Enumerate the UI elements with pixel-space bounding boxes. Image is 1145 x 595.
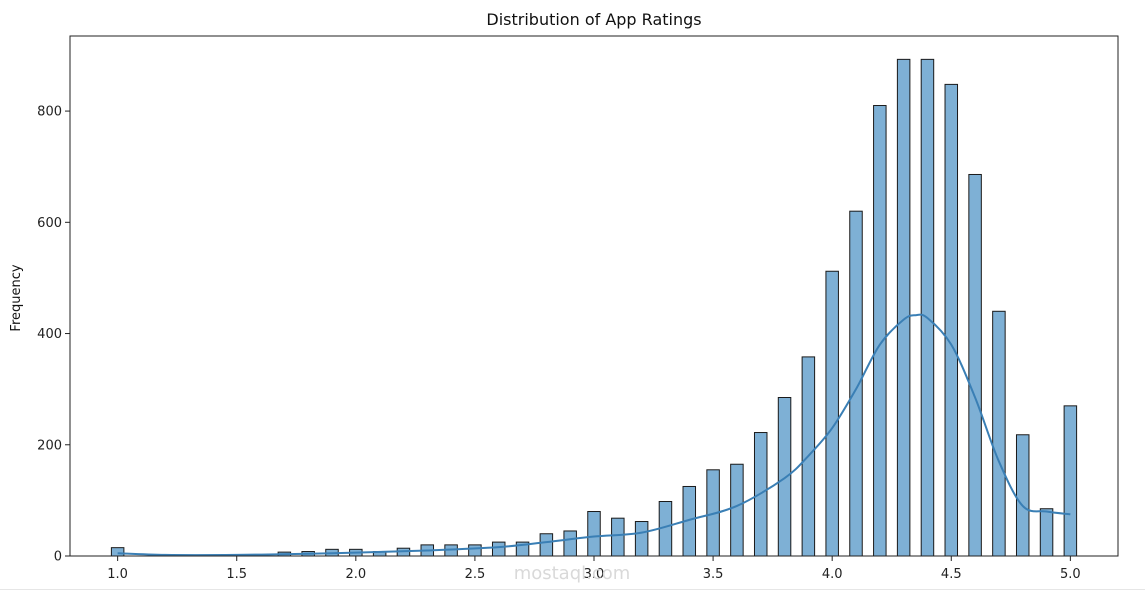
bottom-divider [0, 589, 1145, 590]
histogram-bar [491, 541, 506, 557]
histogram-bar [110, 547, 125, 557]
histogram-bar [825, 270, 839, 557]
histogram-bar [896, 58, 911, 557]
histogram-bar [539, 533, 554, 557]
y-axis-label: Frequency [9, 264, 24, 331]
y-tick-label: 400 [37, 327, 62, 342]
x-tick-label: 1.0 [107, 567, 128, 582]
x-tick-label: 2.0 [345, 567, 366, 582]
histogram-bar [849, 210, 863, 557]
watermark: mostaql.com [514, 563, 631, 584]
y-tick-label: 600 [37, 216, 62, 231]
kde-curve [117, 313, 1071, 557]
x-axis-ticks: 1.0 1.5 2.0 2.5 3.0 3.5 4.0 4.5 5.0 [107, 556, 1081, 582]
histogram-bar [1015, 434, 1030, 557]
histogram-bar [968, 173, 982, 557]
y-tick-label: 800 [37, 105, 62, 120]
y-axis-ticks: 0 200 400 600 800 [37, 105, 70, 565]
histogram-bar [992, 310, 1006, 557]
plot-frame [69, 35, 1119, 557]
x-tick-label: 4.0 [822, 567, 843, 582]
histogram-bar [944, 83, 959, 557]
histogram-bar [1063, 405, 1078, 557]
histogram-bar [920, 58, 935, 557]
y-tick-label: 0 [54, 550, 62, 565]
x-tick-label: 4.5 [941, 567, 962, 582]
histogram-bar [1039, 508, 1054, 557]
histogram-bar [587, 511, 601, 557]
x-tick-label: 5.0 [1060, 567, 1081, 582]
x-tick-label: 1.5 [226, 567, 247, 582]
histogram-bar [777, 397, 792, 557]
x-tick-label: 2.5 [465, 567, 486, 582]
histogram-bar [611, 517, 625, 557]
histogram-bars [110, 58, 1078, 557]
histogram-bar [563, 530, 577, 557]
histogram-bar [634, 521, 649, 557]
x-tick-label: 3.0 [584, 567, 605, 582]
histogram-bar [730, 463, 744, 557]
chart-title: Distribution of App Ratings [486, 10, 701, 29]
x-tick-label: 3.5 [703, 567, 724, 582]
histogram-bar [468, 544, 482, 557]
histogram-bar [873, 105, 887, 557]
y-tick-label: 200 [37, 438, 62, 453]
